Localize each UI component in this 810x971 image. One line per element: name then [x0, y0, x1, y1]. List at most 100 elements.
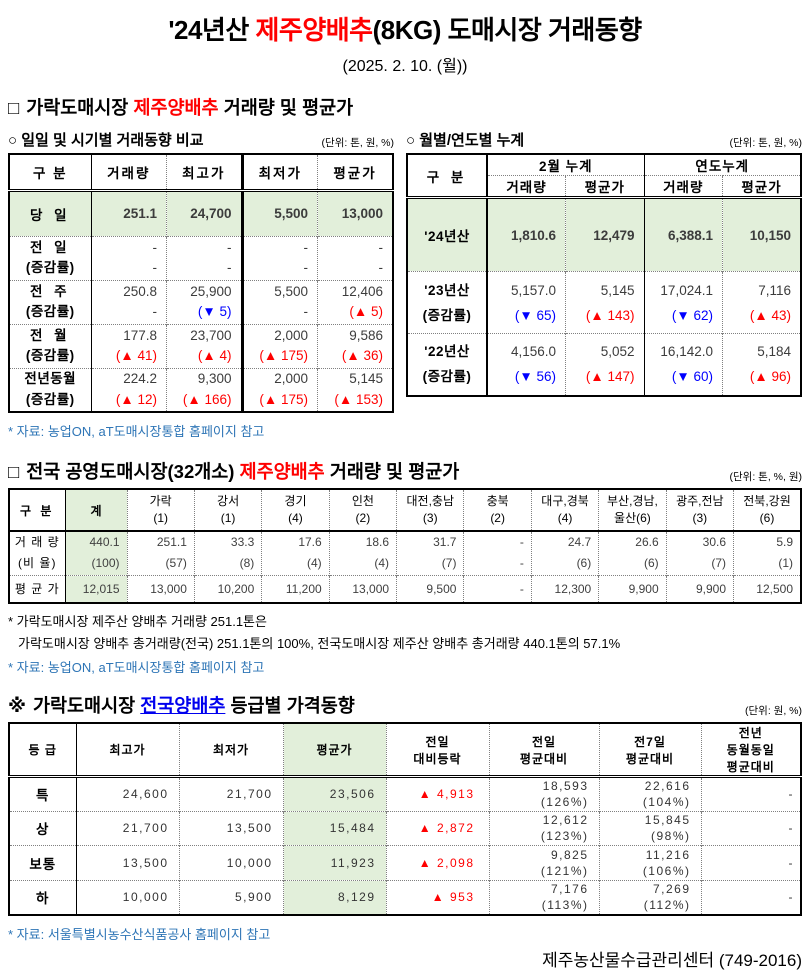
cell: 12,479 [565, 197, 645, 272]
col-header: 충북 (2) [463, 489, 532, 532]
col-header: 거래량 [91, 154, 167, 192]
daily-trend-block: ○ 일일 및 시기별 거래동향 비교 (단위: 톤, 원, %) 구 분 거래량… [8, 129, 395, 440]
cell-delta: ▲ 4,913 [386, 776, 490, 811]
daily-trend-table: 구 분 거래량 최고가 최저가 평균가 당 일 251.1 24,700 5,5… [8, 153, 395, 413]
table-row: 거 래 량 (비 율) 440.1 (100) 251.1 (57) 33.3 (8) … [9, 531, 801, 575]
table-row: 거래량 평균가 거래량 평균가 [407, 175, 801, 198]
section2-pre: 전국 공영도매시장(32개소) [26, 461, 240, 482]
cell: 24,600 [76, 776, 180, 811]
table-row: 특 24,600 21,700 23,506 ▲ 4,913 18,593 (12… [9, 776, 801, 811]
cell: 11,923 [283, 845, 387, 880]
cell: 10,150 [749, 227, 791, 243]
cell-delta: - [152, 260, 158, 275]
table1-unit: (단위: 톤, 원, %) [321, 137, 395, 149]
cell: 5,500 - [242, 280, 318, 324]
cell: -- [318, 236, 394, 280]
page-title: '24년산 제주양배추(8KG) 도매시장 거래동향 [8, 10, 802, 47]
cell: 177.8 (▲ 41) [91, 324, 167, 368]
row-label: 전 일 (증감률) [9, 236, 92, 280]
section3-heading: ※ 가락도매시장 전국양배추 등급별 가격동향 [8, 692, 355, 718]
cell-value: 5,052 [600, 344, 635, 360]
table2-unit: (단위: 톤, 원, %) [729, 137, 802, 149]
section2-highlight: 제주양배추 [239, 461, 325, 482]
cell: 13,000 [127, 575, 195, 603]
cell-delta: (▲ 166) [182, 391, 232, 407]
cell: 224.2 (▲ 12) [91, 368, 167, 412]
table-row: 전 일 (증감률) -- -- -- -- [9, 236, 394, 280]
cell: 7,269 (112%) [599, 880, 702, 915]
cell: 13,000 [329, 575, 398, 603]
grade-price-table: 등 급 최고가 최저가 평균가 전일 대비등락 전일 평균대비 전7일 평균대비… [8, 722, 802, 916]
col-header: 최저가 [242, 154, 318, 192]
section3-link[interactable]: 전국양배추 [140, 695, 226, 716]
cell-delta: (▲ 153) [334, 391, 384, 407]
cell: 16,142.0 (▼ 60) [644, 333, 723, 396]
cell-delta: - [378, 260, 384, 275]
title-highlight: 제주양배추 [255, 15, 373, 45]
row-label: 거 래 량 (비 율) [9, 531, 66, 575]
cell-delta: (▲ 41) [115, 348, 157, 363]
cell: 10,000 [76, 880, 180, 915]
cell: 5,500 [242, 190, 318, 236]
report-page: '24년산 제주양배추(8KG) 도매시장 거래동향 (2025. 2. 10.… [8, 10, 802, 970]
cell-delta: (▲ 143) [585, 307, 635, 323]
title-pre: '24년산 [168, 15, 256, 45]
cell: 4,156.0 (▼ 56) [487, 333, 567, 396]
row-label: '24년산 [407, 197, 489, 272]
cell: 23,700 (▲ 4) [166, 324, 244, 368]
col-header: 전북,강원 (6) [733, 489, 801, 532]
report-date: (2025. 2. 10. (월)) [342, 58, 468, 75]
note-line-2: 가락도매시장 양배추 총거래량(전국) 251.1톤의 100%, 전국도매시장… [18, 636, 621, 651]
cell-value: 224.2 [123, 371, 157, 387]
col-header: 등 급 [9, 723, 77, 778]
title-post: (8KG) 도매시장 거래동향 [372, 15, 643, 45]
section1-columns: ○ 일일 및 시기별 거래동향 비교 (단위: 톤, 원, %) 구 분 거래량… [8, 129, 802, 440]
cumulative-block: ○ 월별/연도별 누계 (단위: 톤, 원, %) 구 분 2월 누계 연도누계… [406, 129, 802, 440]
col-header: 전일 평균대비 [489, 723, 600, 778]
cell: 23,506 [283, 776, 387, 811]
table-row: 평 균 가 12,015 13,000 10,200 11,200 13,000… [9, 575, 801, 603]
col-header: 인천 (2) [329, 489, 398, 532]
national-markets-table: 구 분 계 가락 (1) 강서 (1) 경기 (4) 인천 (2) 대전,충남 (3) 충… [8, 488, 802, 604]
cell-delta: (▲ 147) [585, 369, 635, 385]
section1-post: 거래량 및 평균가 [218, 97, 354, 118]
cell: 9,500 [396, 575, 465, 603]
row-label-sub: (증감률) [422, 307, 472, 323]
cell: 12,612 (123%) [489, 811, 600, 846]
table1-subtitle: ○ 일일 및 시기별 거래동향 비교 [8, 132, 204, 149]
row-label: '23년산 (증감률) [407, 271, 489, 334]
row-label-sub: (증감률) [422, 369, 472, 385]
cell: 5,900 [179, 880, 284, 915]
cell-delta: (▲ 36) [341, 348, 384, 363]
row-label-sub: (증감률) [25, 304, 75, 319]
cell: - [788, 855, 794, 870]
row-label: 평 균 가 [9, 575, 66, 603]
cell: 2,000 (▲ 175) [242, 324, 318, 368]
col-header: 전7일 평균대비 [599, 723, 702, 778]
cell: 17,024.1 (▼ 62) [644, 271, 723, 334]
row-label: 전 주 (증감률) [9, 280, 92, 324]
cell-delta: ▲ 953 [386, 880, 490, 915]
source-note-1: * 자료: 농업ON, aT도매시장통합 홈페이지 참고 [8, 424, 265, 439]
table-row: 등 급 최고가 최저가 평균가 전일 대비등락 전일 평균대비 전7일 평균대비… [9, 723, 801, 778]
cell: 6,388.1 [644, 197, 723, 272]
section2-heading: □ 전국 공영도매시장(32개소) 제주양배추 거래량 및 평균가 [8, 458, 459, 484]
cell-delta: ▲ 2,872 [386, 811, 490, 846]
col-header: 대구,경북 (4) [531, 489, 600, 532]
col-header: 구 분 [9, 489, 66, 532]
cell: 25,900 (▼ 5) [166, 280, 244, 324]
cell-delta: (▲ 96) [749, 369, 791, 385]
cell: 5,145 (▲ 143) [565, 271, 645, 334]
table3-unit: (단위: 톤, %, 원) [729, 471, 802, 483]
col-header: 최고가 [166, 154, 244, 192]
section1-pre: 가락도매시장 [26, 97, 134, 118]
cell: 440.1 (100) [65, 531, 128, 575]
row-label: 당 일 [9, 190, 92, 236]
table-row: 전 주 (증감률) 250.8 - 25,900 (▼ 5) 5,500 - 12,40… [9, 280, 394, 324]
table-row: 하 10,000 5,900 8,129 ▲ 953 7,176 (113%) 7… [9, 880, 801, 915]
cell: - [788, 890, 794, 904]
cell-value: 23,700 [190, 327, 232, 343]
table-row: 구 분 거래량 최고가 최저가 평균가 [9, 154, 394, 192]
reference-mark-icon: ※ [8, 695, 26, 716]
cell-value: 5,500 [274, 283, 308, 299]
